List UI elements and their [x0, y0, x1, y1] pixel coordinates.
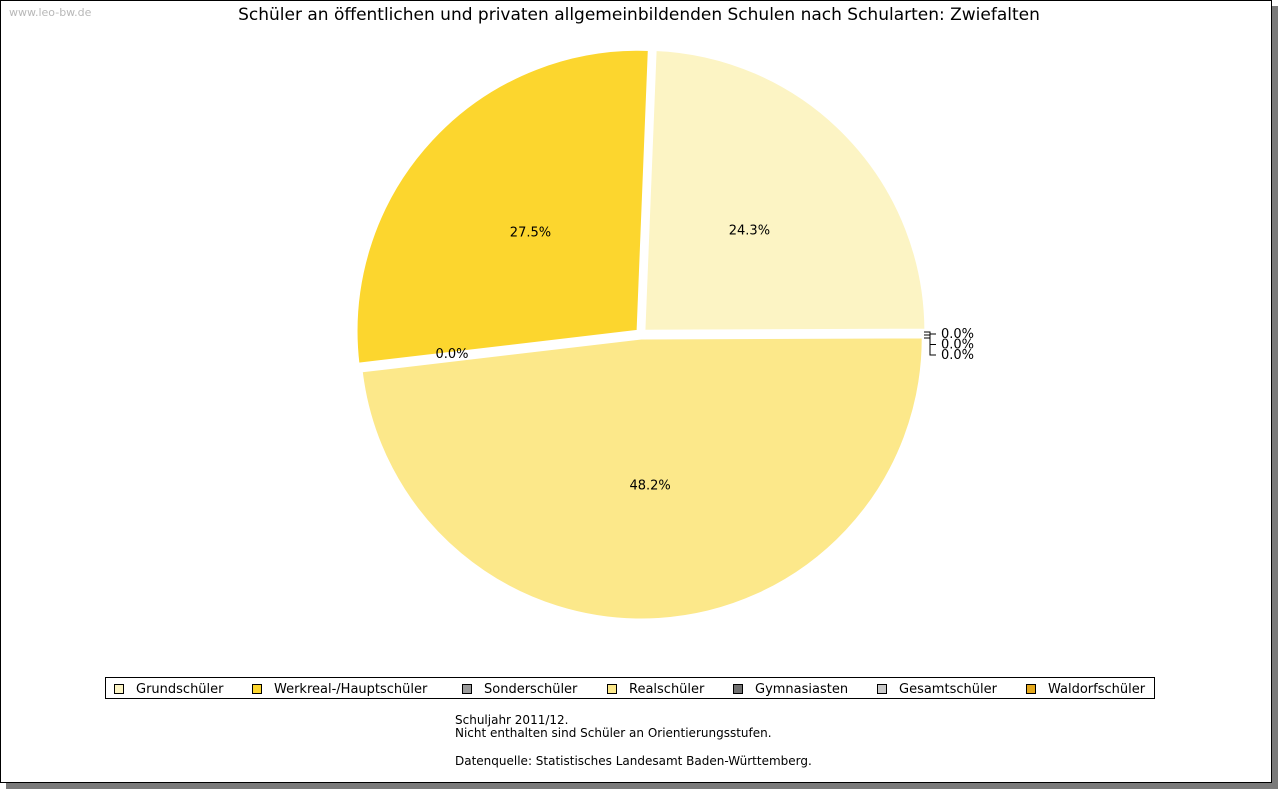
- pie-slice-werkreal-hauptsch-ler: [354, 47, 651, 366]
- legend-label: Waldorfschüler: [1048, 681, 1146, 697]
- legend-label: Sonderschüler: [484, 681, 578, 697]
- legend-swatch: [252, 684, 262, 694]
- legend-item: Gymnasiasten: [733, 681, 848, 697]
- chart-notes: Schuljahr 2011/12. Nicht enthalten sind …: [455, 714, 772, 740]
- legend-swatch: [114, 684, 124, 694]
- leader-line: [924, 331, 936, 335]
- legend-swatch: [607, 684, 617, 694]
- legend-label: Gesamtschüler: [899, 681, 997, 697]
- slice-label: 0.0%: [941, 338, 974, 353]
- legend-item: Waldorfschüler: [1026, 681, 1145, 697]
- slice-label: 24.3%: [729, 223, 770, 238]
- legend-label: Gymnasiasten: [755, 681, 849, 697]
- data-source-note: Datenquelle: Statistisches Landesamt Bad…: [455, 754, 812, 768]
- slice-label: 0.0%: [435, 347, 468, 362]
- note-exclusion: Nicht enthalten sind Schüler an Orientie…: [455, 726, 772, 740]
- slice-label: 0.0%: [941, 348, 974, 363]
- legend: Grundschüler Werkreal-/Hauptschüler Sonder…: [105, 677, 1155, 699]
- slice-label: 0.0%: [941, 327, 974, 342]
- legend-label: Werkreal-/Hauptschüler: [274, 681, 428, 697]
- legend-swatch: [733, 684, 743, 694]
- note-school-year: Schuljahr 2011/12.: [455, 713, 569, 727]
- legend-swatch: [1026, 684, 1036, 694]
- legend-item: Grundschüler: [114, 681, 224, 697]
- legend-label: Grundschüler: [136, 681, 224, 697]
- legend-swatch: [462, 684, 472, 694]
- watermark: www.leo-bw.de: [9, 6, 92, 19]
- pie-slice-grundsch-ler: [642, 47, 928, 333]
- legend-label: Realschüler: [629, 681, 705, 697]
- chart-title: Schüler an öffentlichen und privaten all…: [238, 5, 1040, 25]
- slice-label: 48.2%: [629, 478, 670, 493]
- leader-line: [924, 337, 936, 356]
- legend-item: Realschüler: [607, 681, 704, 697]
- legend-swatch: [877, 684, 887, 694]
- pie-slice-realsch-ler: [359, 335, 925, 622]
- legend-item: Gesamtschüler: [877, 681, 997, 697]
- slice-label: 27.5%: [510, 226, 551, 241]
- legend-item: Werkreal-/Hauptschüler: [252, 681, 427, 697]
- legend-item: Sonderschüler: [462, 681, 577, 697]
